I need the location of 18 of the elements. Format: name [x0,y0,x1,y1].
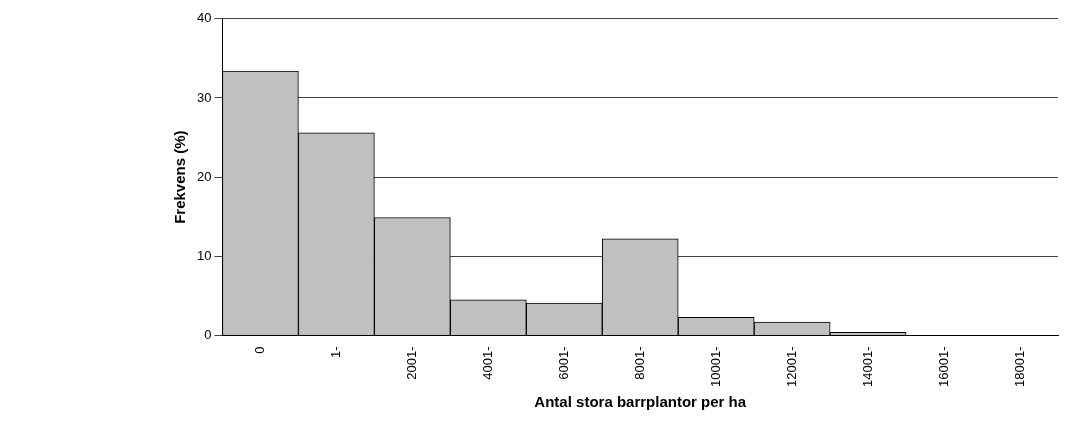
x-tick-label: 14001- [859,346,875,388]
y-tick-label: 0 [204,327,212,343]
x-tick-label: 8001- [631,346,647,380]
x-tick-label: 16001- [935,346,951,388]
y-tick-label: 40 [196,10,212,26]
x-tick-label: 2001- [403,346,419,380]
y-axis-title: Frekvens (%) [171,130,189,224]
x-tick-label: 18001- [1011,346,1027,388]
x-tick-label: 6001- [555,346,571,380]
y-tick-label: 30 [196,89,212,105]
x-tick-label: 10001- [707,346,723,388]
x-tick-label: 1- [327,346,343,359]
x-tick-label: 0 [252,346,268,354]
x-tick-label: 4001- [479,346,495,380]
y-tick-label: 20 [196,168,212,184]
x-tick-label: 12001- [783,346,799,388]
x-axis-title: Antal stora barrplantor per ha [534,393,747,411]
y-tick-label: 10 [196,247,212,263]
